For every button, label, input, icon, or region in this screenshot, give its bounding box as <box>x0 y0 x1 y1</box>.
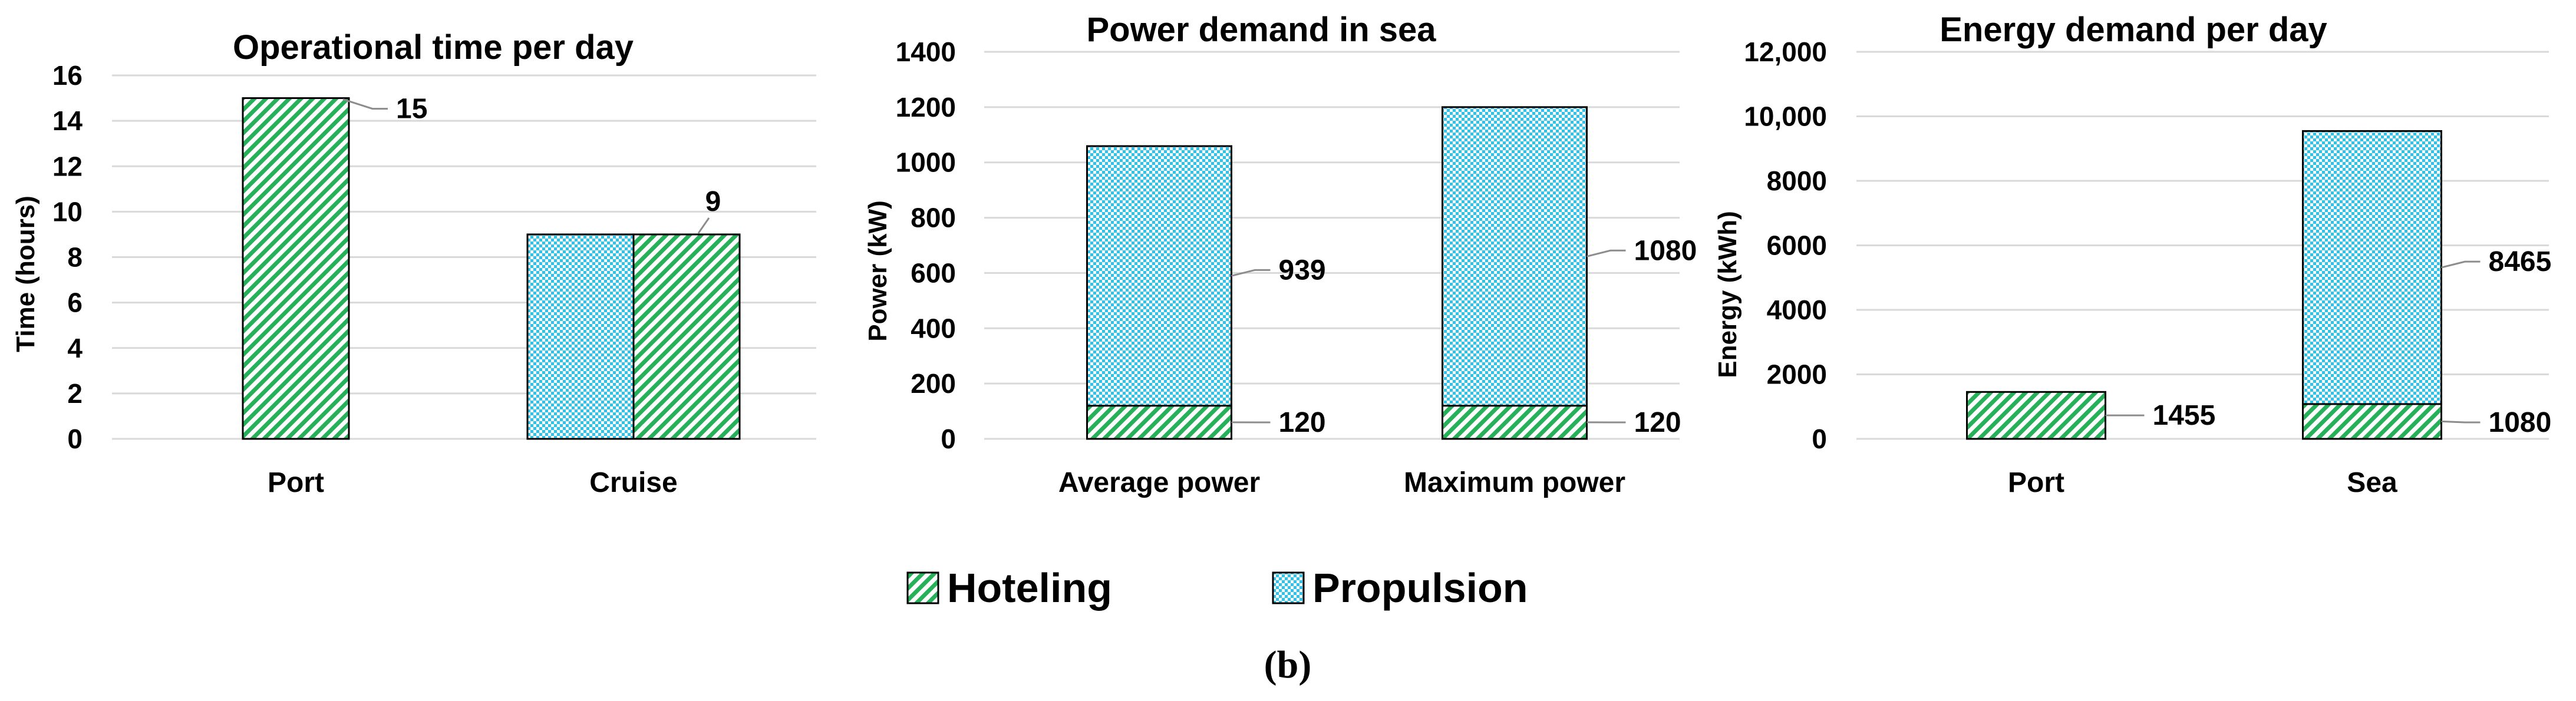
chart-power-demand: Power demand in sea Power (kW) 0 200 400 60… <box>863 11 1697 498</box>
legend-swatch-hoteling <box>906 571 939 604</box>
y-tick-label: 800 <box>911 203 956 233</box>
y-tick-label: 8000 <box>1767 166 1827 196</box>
y-tick-label: 1200 <box>896 92 956 123</box>
data-label: 1455 <box>2153 400 2216 431</box>
bar-hoteling-port <box>1966 391 2106 440</box>
y-tick-label: 400 <box>911 313 956 343</box>
legend-swatch-propulsion <box>1272 571 1305 604</box>
y-tick-label: 10 <box>52 196 83 227</box>
gridlines <box>1856 51 2549 440</box>
category-label: Maximum power <box>1404 467 1625 498</box>
y-tick-label: 12,000 <box>1744 37 1827 67</box>
data-label: 120 <box>1634 407 1681 438</box>
y-tick-label: 1000 <box>896 147 956 178</box>
data-label: 9 <box>705 186 721 217</box>
category-label: Cruise <box>589 467 677 498</box>
y-tick-label: 0 <box>941 424 956 454</box>
bar-hoteling-cruise <box>632 233 741 440</box>
y-tick-label: 600 <box>911 257 956 288</box>
chart-title: Power demand in sea <box>1086 11 1436 49</box>
bars <box>1086 106 1588 440</box>
data-label: 1080 <box>1634 235 1697 266</box>
leader-line <box>2441 420 2481 424</box>
bar-propulsion-cruise <box>526 233 635 440</box>
y-tick-label: 12 <box>52 151 83 181</box>
category-label: Port <box>268 467 324 498</box>
category-label: Average power <box>1058 467 1260 498</box>
legend: Hoteling Propulsion <box>906 565 1528 611</box>
bars <box>242 97 741 440</box>
leader-line <box>1587 249 1626 257</box>
data-label: 939 <box>1279 254 1326 286</box>
leader-line <box>697 217 710 234</box>
y-tick-label: 2000 <box>1767 359 1827 390</box>
data-labels: 120 939 120 1080 <box>1231 235 1697 438</box>
legend-label-hoteling: Hoteling <box>947 565 1112 611</box>
y-axis-title: Time (hours) <box>11 196 40 352</box>
y-tick-label: 0 <box>1812 424 1827 454</box>
y-tick-label: 6000 <box>1767 230 1827 261</box>
y-tick-label: 16 <box>52 60 83 91</box>
y-tick-label: 0 <box>67 424 83 454</box>
bar-hoteling-average-power <box>1086 405 1232 440</box>
y-tick-label: 6 <box>67 287 83 318</box>
bar-hoteling-maximum-power <box>1442 405 1588 440</box>
panel-label: (b) <box>1264 643 1312 686</box>
legend-label-propulsion: Propulsion <box>1312 565 1528 611</box>
chart-operational-time: Operational time per day Time (hours) 0 2… <box>11 28 816 498</box>
data-label: 120 <box>1279 407 1326 438</box>
category-labels: Port Sea <box>2008 467 2397 498</box>
leader-line <box>342 98 388 110</box>
category-labels: Average power Maximum power <box>1058 467 1625 498</box>
data-labels: 1455 1080 8465 <box>2105 246 2552 438</box>
chart-title: Operational time per day <box>233 28 634 67</box>
data-labels: 15 9 <box>342 94 721 234</box>
y-tick-label: 4000 <box>1767 295 1827 325</box>
data-label: 15 <box>396 94 427 125</box>
data-label: 8465 <box>2489 246 2552 277</box>
y-tick-label: 2 <box>67 378 83 409</box>
bar-propulsion-maximum-power <box>1442 106 1588 407</box>
category-label: Sea <box>2347 467 2397 498</box>
chart-energy-demand: Energy demand per day Energy (kWh) 0 2000… <box>1713 11 2551 498</box>
y-axis-title: Energy (kWh) <box>1713 211 1742 378</box>
y-tick-labels: 0 2 4 6 8 10 12 14 16 <box>52 60 83 454</box>
y-axis-title: Power (kW) <box>863 200 892 342</box>
bar-propulsion-sea <box>2302 130 2442 405</box>
y-tick-labels: 0 200 400 600 800 1000 1200 1400 <box>896 37 956 454</box>
data-label: 1080 <box>2489 407 2552 438</box>
bar-hoteling-port <box>242 97 350 440</box>
y-tick-label: 200 <box>911 368 956 399</box>
leader-line <box>1231 269 1271 277</box>
y-tick-label: 14 <box>52 105 83 136</box>
y-tick-label: 10,000 <box>1744 101 1827 132</box>
category-label: Port <box>2008 467 2064 498</box>
leader-line <box>2441 260 2481 269</box>
bars <box>1966 130 2442 440</box>
y-tick-labels: 0 2000 4000 6000 8000 10,000 12,000 <box>1744 37 1827 454</box>
bar-propulsion-average-power <box>1086 145 1232 407</box>
y-tick-label: 4 <box>67 333 83 363</box>
y-tick-label: 1400 <box>896 37 956 67</box>
chart-title: Energy demand per day <box>1940 11 2327 49</box>
y-tick-label: 8 <box>67 242 83 273</box>
category-labels: Port Cruise <box>268 467 678 498</box>
bar-hoteling-sea <box>2302 403 2442 440</box>
